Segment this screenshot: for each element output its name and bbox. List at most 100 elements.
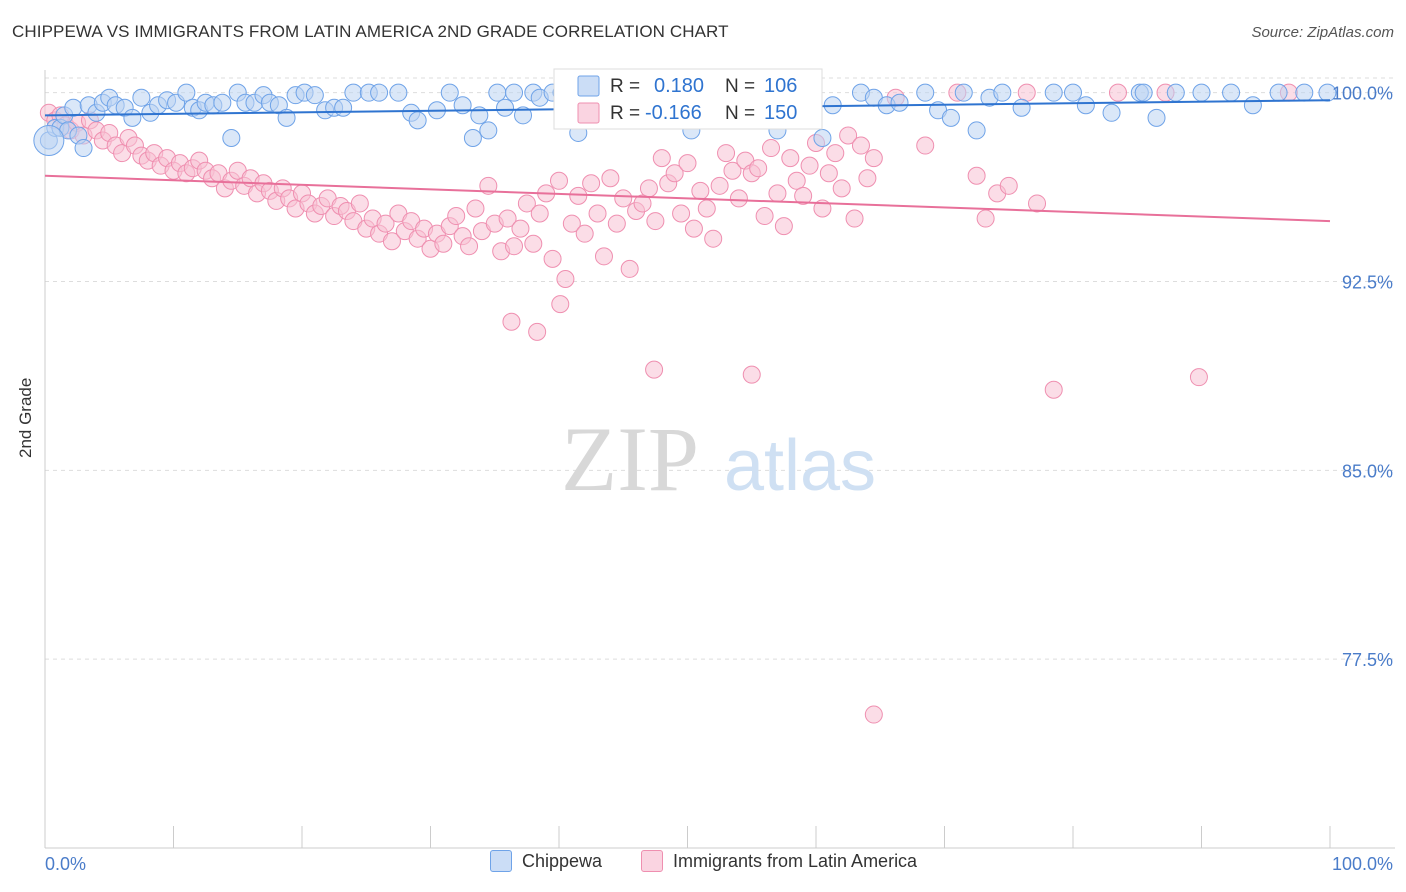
pink-data-point	[652, 149, 671, 168]
stats-n-label: N =	[725, 103, 755, 124]
blue-data-point	[222, 128, 241, 147]
pink-data-point	[382, 232, 401, 251]
pink-data-point	[864, 705, 883, 724]
source-label: Source: ZipAtlas.com	[1251, 24, 1394, 41]
pink-data-point	[434, 234, 453, 253]
blue-data-point	[505, 83, 524, 102]
blue-data-point	[890, 93, 909, 112]
pink-data-point	[851, 136, 870, 155]
pink-data-point	[787, 171, 806, 190]
pink-data-point	[645, 360, 664, 379]
blue-data-point	[1076, 96, 1095, 115]
blue-data-point	[916, 83, 935, 102]
pink-data-point	[569, 186, 588, 205]
blue-data-point	[967, 121, 986, 140]
pink-data-point	[832, 179, 851, 198]
stats-r-value: -0.166	[645, 102, 702, 124]
stats-r-label: R =	[610, 76, 640, 97]
pink-data-point	[999, 176, 1018, 195]
blue-data-point	[488, 83, 507, 102]
legend-item-latin-america[interactable]: Immigrants from Latin America	[641, 850, 917, 872]
blue-data-point	[1012, 98, 1031, 117]
pink-data-point	[858, 169, 877, 188]
blue-data-point	[1222, 83, 1241, 102]
pink-data-point	[562, 214, 581, 233]
pink-data-point	[723, 161, 742, 180]
blue-data-point	[1134, 83, 1153, 102]
pink-data-point	[466, 199, 485, 218]
pink-data-point	[768, 184, 787, 203]
pink-data-point	[845, 209, 864, 228]
pink-data-point	[639, 179, 658, 198]
pink-data-point	[601, 169, 620, 188]
pink-data-point	[1028, 194, 1047, 213]
blue-data-point	[1166, 83, 1185, 102]
pink-data-point	[916, 136, 935, 155]
pink-data-point	[556, 269, 575, 288]
stats-n-value: 106	[764, 75, 797, 97]
pink-data-point	[607, 214, 626, 233]
pink-data-point	[1108, 83, 1127, 102]
stats-box: R = 0.180 N = 106 R = -0.166 N = 150	[553, 68, 823, 130]
blue-data-point	[496, 98, 515, 117]
blue-data-point	[1192, 83, 1211, 102]
watermark-atlas: atlas	[724, 426, 876, 506]
blue-data-point	[941, 108, 960, 127]
legend: Chippewa Immigrants from Latin America	[0, 850, 1406, 878]
pink-data-point	[742, 365, 761, 384]
legend-item-chippewa[interactable]: Chippewa	[490, 850, 602, 872]
pink-data-point	[697, 199, 716, 218]
pink-data-point	[620, 259, 639, 278]
pink-data-point	[524, 234, 543, 253]
x-tick-labels: 0.0% 100.0%	[45, 854, 1393, 874]
blue-data-point	[993, 83, 1012, 102]
y-tick-label: 77.5%	[1342, 650, 1393, 670]
pink-data-point	[350, 194, 369, 213]
blue-data-point	[33, 124, 65, 156]
pink-data-point	[498, 209, 517, 228]
pink-data-point	[819, 164, 838, 183]
y-tick-label: 85.0%	[1342, 461, 1393, 481]
blue-data-point	[344, 83, 363, 102]
blue-data-point	[514, 106, 533, 125]
blue-data-point	[479, 121, 498, 140]
pink-data-point	[749, 159, 768, 178]
pink-data-point	[800, 156, 819, 175]
axes	[44, 70, 1395, 849]
pink-data-point	[691, 181, 710, 200]
legend-swatch-pink	[641, 850, 663, 872]
pink-data-point	[614, 189, 633, 208]
blue-data-point	[1064, 83, 1082, 102]
pink-data-point	[511, 219, 530, 238]
pink-data-point	[710, 176, 729, 195]
pink-data-point	[1044, 380, 1063, 399]
blue-data-point	[813, 128, 832, 147]
pink-data-point	[1017, 83, 1036, 102]
stats-r-value: 0.180	[654, 75, 704, 97]
pink-data-point	[588, 204, 607, 223]
pink-data-point	[528, 322, 547, 341]
pink-data-point	[967, 166, 986, 185]
pink-data-point	[684, 219, 703, 238]
x-tick-label: 0.0%	[45, 854, 86, 874]
pink-data-point	[864, 149, 883, 168]
series-pink-points	[39, 83, 1298, 724]
pink-data-point	[479, 176, 498, 195]
legend-label: Chippewa	[522, 850, 603, 871]
blue-data-point	[463, 128, 482, 147]
stats-n-value: 150	[764, 102, 797, 124]
blue-data-point	[64, 98, 83, 117]
pink-data-point	[826, 144, 845, 163]
blue-data-point	[213, 93, 232, 112]
pink-data-point	[729, 189, 748, 208]
pink-data-point	[762, 139, 781, 158]
pink-data-point	[551, 295, 570, 314]
pink-data-point	[717, 144, 736, 163]
y-tick-labels: 77.5% 85.0% 92.5% 100.0%	[1332, 84, 1393, 671]
pink-data-point	[704, 229, 723, 248]
pink-data-point	[976, 209, 995, 228]
pink-data-point	[633, 194, 652, 213]
blue-data-point	[177, 83, 196, 102]
stats-n-label: N =	[725, 76, 755, 97]
